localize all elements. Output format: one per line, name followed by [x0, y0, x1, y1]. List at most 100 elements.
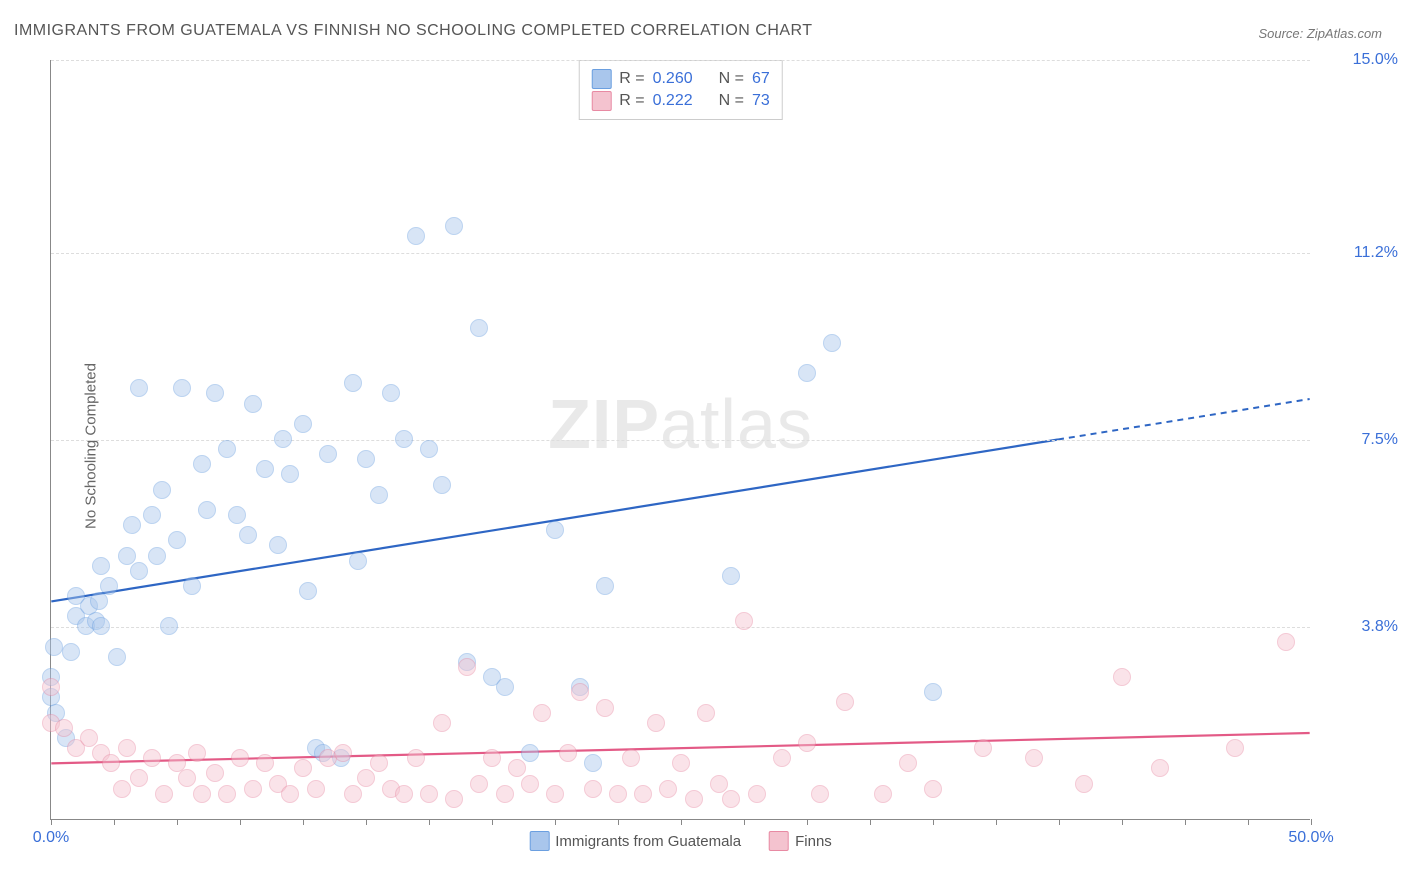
data-point-finns — [407, 749, 425, 767]
chart-title: IMMIGRANTS FROM GUATEMALA VS FINNISH NO … — [14, 22, 813, 40]
stat-value-n: 73 — [752, 92, 770, 110]
data-point-guatemala — [319, 445, 337, 463]
data-point-finns — [281, 785, 299, 803]
data-point-guatemala — [92, 557, 110, 575]
stat-value-r: 0.222 — [653, 92, 693, 110]
data-point-guatemala — [198, 501, 216, 519]
data-point-guatemala — [445, 217, 463, 235]
data-point-finns — [470, 775, 488, 793]
data-point-finns — [344, 785, 362, 803]
data-point-finns — [533, 704, 551, 722]
data-point-finns — [722, 790, 740, 808]
data-point-finns — [622, 749, 640, 767]
gridline — [51, 60, 1310, 61]
data-point-finns — [634, 785, 652, 803]
data-point-guatemala — [722, 567, 740, 585]
trend-line-dashed-guatemala — [1058, 399, 1310, 439]
legend-stats-row: R = 0.260 N = 67 — [591, 69, 770, 89]
data-point-guatemala — [395, 430, 413, 448]
data-point-finns — [244, 780, 262, 798]
gridline — [51, 440, 1310, 441]
x-tick — [681, 819, 682, 825]
data-point-guatemala — [183, 577, 201, 595]
data-point-finns — [80, 729, 98, 747]
data-point-guatemala — [496, 678, 514, 696]
data-point-finns — [395, 785, 413, 803]
data-point-finns — [974, 739, 992, 757]
data-point-finns — [307, 780, 325, 798]
stat-label-r: R = — [619, 92, 644, 110]
data-point-guatemala — [90, 592, 108, 610]
x-tick — [177, 819, 178, 825]
data-point-finns — [521, 775, 539, 793]
source-attribution: Source: ZipAtlas.com — [1258, 26, 1382, 41]
data-point-guatemala — [206, 384, 224, 402]
data-point-guatemala — [299, 582, 317, 600]
data-point-guatemala — [521, 744, 539, 762]
data-point-finns — [1226, 739, 1244, 757]
data-point-guatemala — [420, 440, 438, 458]
data-point-finns — [193, 785, 211, 803]
data-point-guatemala — [218, 440, 236, 458]
data-point-finns — [571, 683, 589, 701]
data-point-finns — [130, 769, 148, 787]
data-point-guatemala — [45, 638, 63, 656]
data-point-finns — [609, 785, 627, 803]
x-tick — [744, 819, 745, 825]
data-point-finns — [420, 785, 438, 803]
data-point-guatemala — [148, 547, 166, 565]
data-point-finns — [206, 764, 224, 782]
data-point-guatemala — [173, 379, 191, 397]
data-point-guatemala — [370, 486, 388, 504]
x-tick — [429, 819, 430, 825]
y-tick-label: 3.8% — [1318, 618, 1398, 636]
data-point-finns — [433, 714, 451, 732]
data-point-finns — [113, 780, 131, 798]
x-tick-label: 50.0% — [1288, 829, 1333, 847]
data-point-guatemala — [228, 506, 246, 524]
x-tick — [1311, 819, 1312, 825]
data-point-finns — [483, 749, 501, 767]
x-tick — [114, 819, 115, 825]
legend-item-finns: Finns — [769, 831, 832, 851]
data-point-finns — [42, 678, 60, 696]
data-point-finns — [685, 790, 703, 808]
data-point-guatemala — [123, 516, 141, 534]
data-point-finns — [496, 785, 514, 803]
data-point-finns — [874, 785, 892, 803]
data-point-guatemala — [62, 643, 80, 661]
data-point-guatemala — [100, 577, 118, 595]
data-point-guatemala — [168, 531, 186, 549]
data-point-guatemala — [281, 465, 299, 483]
legend-swatch-guatemala — [529, 831, 549, 851]
data-point-finns — [155, 785, 173, 803]
data-point-finns — [836, 693, 854, 711]
data-point-finns — [584, 780, 602, 798]
data-point-guatemala — [160, 617, 178, 635]
data-point-guatemala — [344, 374, 362, 392]
data-point-finns — [370, 754, 388, 772]
gridline — [51, 253, 1310, 254]
x-tick — [996, 819, 997, 825]
data-point-guatemala — [924, 683, 942, 701]
data-point-finns — [672, 754, 690, 772]
data-point-guatemala — [407, 227, 425, 245]
data-point-finns — [102, 754, 120, 772]
data-point-finns — [1113, 668, 1131, 686]
data-point-guatemala — [823, 334, 841, 352]
data-point-guatemala — [274, 430, 292, 448]
data-point-finns — [445, 790, 463, 808]
stat-value-r: 0.260 — [653, 70, 693, 88]
data-point-finns — [899, 754, 917, 772]
data-point-finns — [118, 739, 136, 757]
data-point-guatemala — [130, 562, 148, 580]
data-point-guatemala — [546, 521, 564, 539]
data-point-finns — [294, 759, 312, 777]
legend-stats-row: R = 0.222 N = 73 — [591, 91, 770, 111]
data-point-finns — [231, 749, 249, 767]
legend-swatch-guatemala — [591, 69, 611, 89]
x-tick-label: 0.0% — [33, 829, 69, 847]
x-tick — [366, 819, 367, 825]
chart-frame: IMMIGRANTS FROM GUATEMALA VS FINNISH NO … — [0, 0, 1406, 892]
legend-label: Immigrants from Guatemala — [555, 833, 741, 850]
